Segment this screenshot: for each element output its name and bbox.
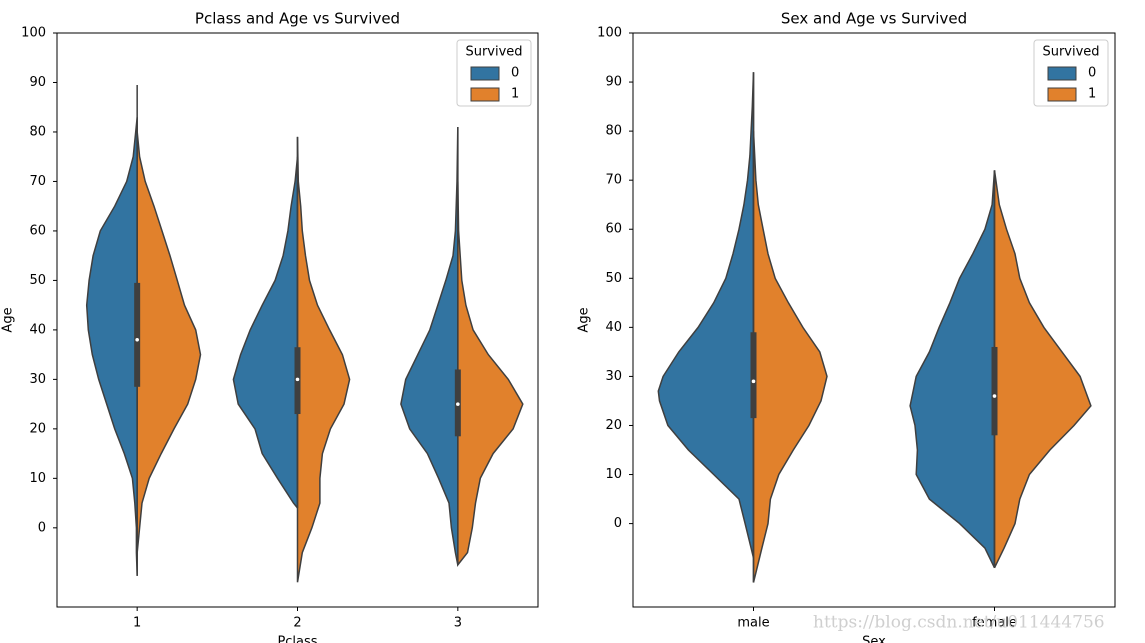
y-tick-label: 10 (29, 471, 46, 486)
legend-swatch (1047, 66, 1077, 81)
y-tick-label: 20 (605, 418, 622, 433)
median (751, 379, 756, 384)
y-axis-label: Age (577, 307, 592, 332)
y-tick-label: 10 (605, 467, 622, 482)
y-tick-label: 30 (29, 372, 46, 387)
box (134, 282, 141, 387)
x-tick-label: female (972, 616, 1017, 631)
y-tick-label: 60 (605, 222, 622, 237)
violin-half (657, 72, 755, 559)
legend-title: Survived (1042, 45, 1099, 60)
y-tick-label: 40 (605, 320, 622, 335)
x-tick-label: 3 (454, 616, 462, 631)
violin-half (136, 131, 202, 553)
violin-half (909, 170, 996, 569)
violin-half (232, 156, 299, 511)
y-tick-label: 100 (597, 26, 622, 41)
box (750, 332, 757, 419)
y-tick-label: 100 (21, 26, 46, 41)
chart-title: Pclass and Age vs Survived (195, 10, 400, 28)
y-tick-label: 50 (29, 273, 46, 288)
legend-label: 0 (1088, 66, 1096, 81)
violin-half (400, 126, 459, 566)
legend-label: 1 (1088, 87, 1096, 102)
legend-swatch (470, 87, 500, 102)
axes-frame (632, 32, 1116, 608)
y-tick-label: 0 (38, 520, 46, 535)
legend-label: 1 (511, 87, 519, 102)
violin-half (85, 117, 138, 576)
y-tick-label: 70 (29, 174, 46, 189)
legend-title: Survived (465, 45, 522, 60)
median (992, 394, 997, 398)
y-tick-label: 50 (605, 271, 622, 286)
legend-label: 0 (511, 66, 519, 81)
watermark: https://blog.csdn.net/u011444756 (813, 613, 1105, 633)
y-axis-label: Age (1, 307, 16, 332)
median (135, 337, 139, 342)
y-tick-label: 90 (29, 75, 46, 90)
median (456, 402, 460, 406)
y-tick-label: 60 (29, 223, 46, 238)
y-tick-label: 0 (614, 516, 622, 531)
y-tick-label: 70 (605, 173, 622, 188)
x-axis-label: Pclass (277, 635, 317, 643)
legend-swatch (1047, 87, 1077, 102)
violin-half (457, 181, 524, 568)
violin-half (752, 131, 828, 583)
legend-swatch (470, 66, 500, 81)
y-tick-label: 30 (605, 369, 622, 384)
y-tick-label: 80 (605, 124, 622, 139)
y-tick-label: 90 (605, 75, 622, 90)
violin-half (993, 170, 1092, 569)
x-tick-label: 1 (133, 616, 141, 631)
y-tick-label: 20 (29, 421, 46, 436)
y-tick-label: 40 (29, 322, 46, 337)
chart-title: Sex and Age vs Survived (781, 10, 967, 28)
x-axis-label: Sex (862, 635, 886, 643)
y-tick-label: 80 (29, 124, 46, 139)
violin-half (296, 136, 351, 583)
x-tick-label: 2 (293, 616, 301, 631)
box (991, 346, 998, 436)
x-tick-label: male (737, 616, 769, 631)
median (295, 377, 300, 382)
